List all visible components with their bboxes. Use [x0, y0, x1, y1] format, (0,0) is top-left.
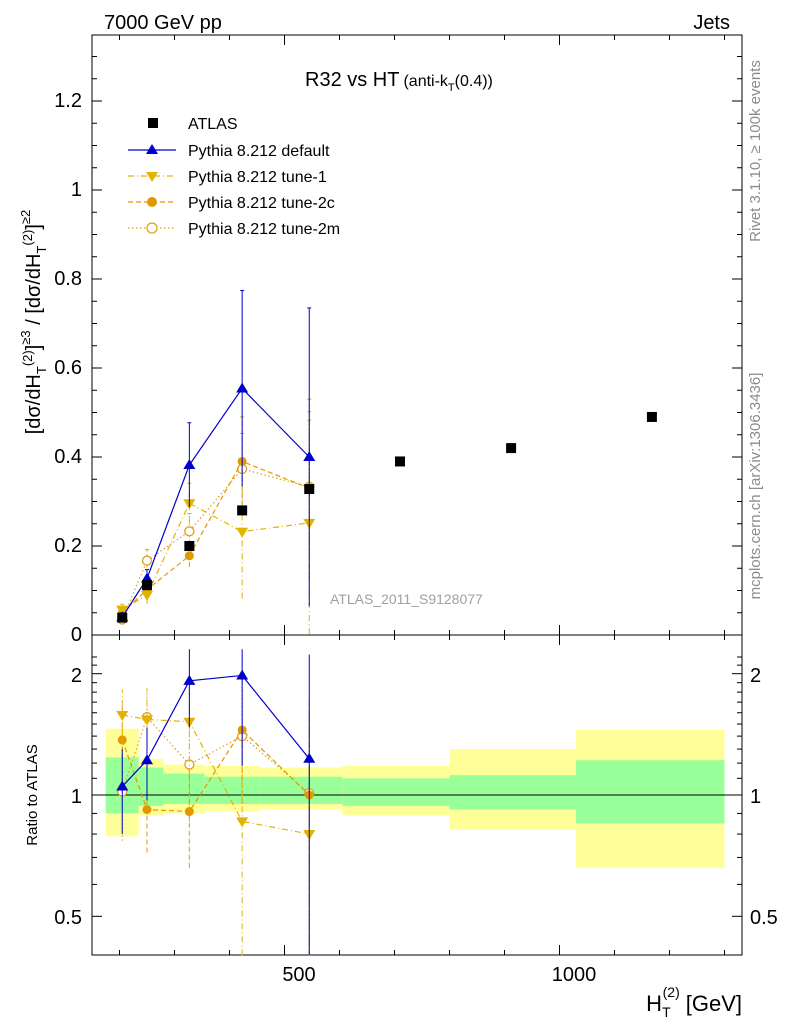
ratio-band-inner	[138, 767, 164, 806]
x-axis-label: HT (2) [GeV]	[646, 984, 742, 1020]
series-point-ratio	[236, 817, 249, 828]
atlas-data-point	[117, 612, 128, 623]
legend-marker-default	[146, 144, 158, 154]
series-point-main	[141, 572, 153, 583]
legend-item-tune-1: Pythia 8.212 tune-1	[128, 169, 327, 186]
plot-title-sub-tail: (0.4))	[455, 73, 493, 90]
y-tick-main-label: 0.6	[54, 357, 82, 379]
atlas-data	[117, 411, 657, 623]
y-tick-ratio-label-right: 2	[750, 665, 761, 687]
legend-item-tune-2m: Pythia 8.212 tune-2m	[128, 221, 340, 238]
series-point-main	[236, 527, 249, 538]
mcplots-label: mcplots.cern.ch [arXiv:1306.3436]	[747, 373, 764, 600]
series-point-main	[141, 590, 153, 601]
series-point-ratio	[303, 752, 316, 763]
y-tick-ratio-label: 1	[71, 786, 82, 808]
y-tick-ratio-label: 0.5	[54, 907, 82, 929]
ratio-band-inner	[576, 760, 725, 824]
svg-text:[dσ/dHT(2)]≥3 / [dσ/dHT(2)]≥2: [dσ/dHT(2)]≥3 / [dσ/dHT(2)]≥2	[18, 210, 49, 435]
legend-label-tune-2m: Pythia 8.212 tune-2m	[188, 221, 340, 238]
header-right: Jets	[693, 12, 730, 34]
x-axis-label-base: H	[646, 991, 662, 1016]
atlas-data-point	[395, 456, 405, 467]
series-point-ratio	[142, 805, 152, 815]
y-tick-main-label: 1	[71, 179, 82, 201]
y-ticks-main-labels: 0 0.2 0.4 0.6 0.8 1 1.2	[54, 90, 82, 646]
series-point-main	[303, 451, 316, 461]
legend-marker-tune-2m	[146, 222, 158, 234]
series-point-main	[141, 555, 153, 566]
series-point-main	[183, 459, 196, 470]
legend-label-tune-1: Pythia 8.212 tune-1	[188, 169, 327, 186]
series-point-ratio	[141, 754, 153, 765]
atlas-data-point	[646, 411, 657, 422]
x-axis-label-super: (2)	[663, 984, 680, 1000]
plot-title: R32 vs HT (anti-kT(0.4))	[305, 69, 493, 94]
atlas-data-point	[506, 443, 517, 454]
series-point-ratio	[116, 780, 129, 791]
ratio-band-inner	[204, 776, 260, 804]
y-tick-main-label: 0	[71, 624, 82, 646]
x-tick-label: 500	[282, 964, 315, 986]
series-default	[116, 290, 316, 956]
header-left: 7000 GeV pp	[104, 12, 222, 34]
y-ticks-ratio-labels-left: 0.5 1 2	[54, 665, 82, 929]
legend: ATLAS Pythia 8.212 default Pythia 8.212 …	[128, 116, 340, 238]
series-point-ratio	[141, 715, 153, 726]
legend-marker-atlas	[148, 118, 158, 128]
series-point-ratio	[236, 669, 249, 680]
ratio-band-inner	[259, 776, 343, 804]
series-point-main	[116, 605, 129, 616]
legend-item-default: Pythia 8.212 default	[128, 143, 330, 160]
series-point-ratio	[183, 674, 196, 685]
atlas-data-point	[184, 541, 195, 551]
series-tune-2m	[117, 419, 315, 952]
y-tick-main-label: 0.4	[54, 446, 82, 468]
legend-marker-tune-2c	[147, 197, 157, 207]
x-ticks-labels: 500 1000	[282, 964, 596, 986]
legend-label-atlas: ATLAS	[188, 116, 238, 133]
series-line-main	[121, 502, 310, 611]
x-tick-label: 1000	[552, 964, 597, 986]
legend-item-atlas: ATLAS	[148, 116, 238, 133]
y-tick-ratio-label-right: 0.5	[750, 907, 778, 929]
series-point-main	[184, 526, 195, 537]
legend-label-tune-2c: Pythia 8.212 tune-2c	[188, 195, 335, 212]
axis-ticks	[92, 35, 742, 955]
x-axis-label-index: T	[662, 1004, 671, 1020]
ratio-band-inner	[163, 773, 205, 804]
series-tune-2c	[117, 398, 314, 956]
y-axis-label-ratio: Ratio to ATLAS	[24, 744, 41, 845]
series-point-main	[236, 382, 249, 393]
atlas-data-point	[237, 505, 248, 516]
y-tick-main-label: 0.8	[54, 268, 82, 290]
plot-title-sub: (anti-k	[403, 73, 448, 90]
ratio-band-inner	[449, 775, 576, 810]
legend-label-default: Pythia 8.212 default	[188, 143, 330, 160]
series-point-ratio	[184, 807, 194, 817]
y-ticks-ratio-labels-right: 0.5 1 2	[750, 665, 778, 929]
ratio-band-inner	[342, 778, 450, 806]
rivet-label: Rivet 3.1.10, ≥ 100k events	[747, 60, 764, 242]
x-axis-label-unit: [GeV]	[686, 991, 742, 1016]
series-point-main	[184, 551, 194, 561]
y-tick-main-label: 1.2	[54, 90, 82, 112]
series-point-ratio	[116, 710, 129, 721]
analysis-watermark: ATLAS_2011_S9128077	[330, 591, 483, 607]
series-tune-1	[116, 411, 316, 956]
y-tick-main-label: 0.2	[54, 535, 82, 557]
legend-marker-tune-1	[146, 172, 158, 182]
y-axis-label-main: [dσ/dHT(2)]≥3 / [dσ/dHT(2)]≥2	[18, 210, 49, 435]
y-tick-ratio-label-right: 1	[750, 786, 761, 808]
atlas-data-point	[142, 580, 152, 591]
y-tick-ratio-label: 2	[71, 665, 82, 687]
atlas-data-point	[304, 484, 315, 495]
plot-title-sub-index: T	[448, 82, 455, 94]
legend-item-tune-2c: Pythia 8.212 tune-2c	[128, 195, 335, 212]
mc-series	[116, 290, 316, 956]
plot-title-main: R32 vs HT	[305, 69, 399, 91]
series-line-ratio	[121, 715, 310, 794]
series-line-main	[121, 468, 310, 620]
